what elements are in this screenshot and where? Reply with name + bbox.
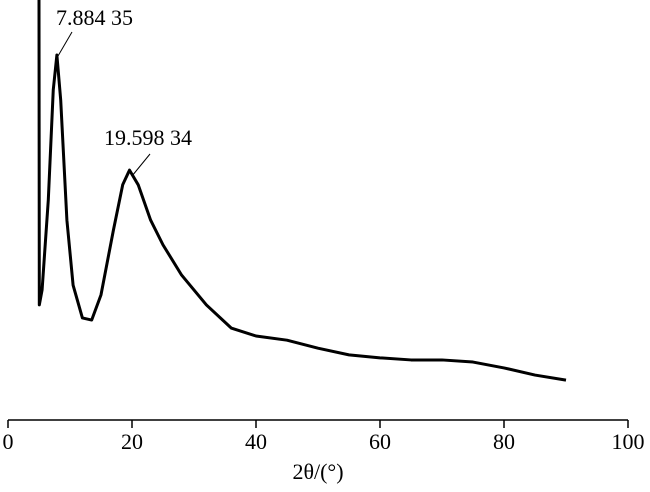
annotation-leader (57, 31, 73, 57)
annotation-leader (131, 153, 151, 177)
x-tick-label: 80 (493, 429, 515, 454)
annotation: 7.884 35 (56, 5, 133, 30)
annotation: 19.598 34 (104, 125, 192, 150)
x-tick-label: 20 (121, 429, 143, 454)
data-line (37, 0, 567, 382)
x-tick-label: 0 (3, 429, 14, 454)
x-axis-label: 2θ/(°) (292, 459, 343, 484)
x-tick-label: 100 (612, 429, 645, 454)
x-tick-label: 60 (369, 429, 391, 454)
x-tick-label: 40 (245, 429, 267, 454)
